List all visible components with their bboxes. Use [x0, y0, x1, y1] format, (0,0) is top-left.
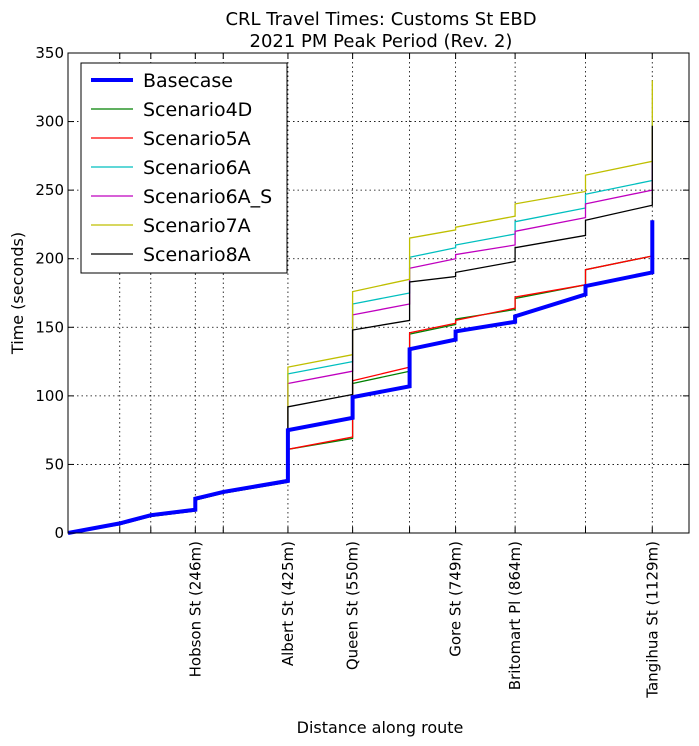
- y-tick-label: 300: [35, 113, 64, 131]
- legend-label: Scenario5A: [143, 128, 251, 150]
- x-tick-label: Albert St (425m): [279, 541, 297, 666]
- x-tick-label: Hobson St (246m): [186, 541, 204, 677]
- chart-title-line-2: 2021 PM Peak Period (Rev. 2): [250, 31, 513, 52]
- y-axis-label: Time (seconds): [8, 232, 27, 355]
- series-line-scenario5a: [67, 238, 653, 534]
- plot-frame: [67, 52, 690, 534]
- legend-label: Scenario7A: [143, 215, 251, 237]
- x-tick-label: Britomart Pl (864m): [506, 541, 524, 690]
- legend-label: Scenario8A: [143, 244, 251, 266]
- legend-box: [80, 62, 288, 274]
- y-tick-label: 250: [35, 181, 64, 199]
- y-tick-label: 200: [35, 250, 64, 268]
- chart-title: CRL Travel Times: Customs St EBD 2021 PM…: [225, 9, 536, 52]
- x-tick-label: Queen St (550m): [344, 541, 362, 670]
- legend-label: Scenario6A: [143, 157, 251, 179]
- y-tick-label: 350: [35, 44, 64, 62]
- series-line-basecase: [67, 220, 655, 535]
- legend-label: Scenario6A_S: [143, 186, 272, 208]
- series-line-scenario4d: [67, 238, 653, 534]
- y-tick-label: 50: [45, 455, 64, 473]
- y-tick-label: 150: [35, 318, 64, 336]
- x-tick-label: Gore St (749m): [447, 541, 465, 657]
- x-axis-label: Distance along route: [297, 718, 464, 737]
- x-tick-label: Tangihua St (1129m): [643, 541, 661, 699]
- series-lines: [67, 80, 655, 535]
- legend-label: Scenario4D: [143, 99, 252, 121]
- y-tick-label: 0: [54, 524, 64, 542]
- legend: Basecase Scenario4D Scenario5A Scenario6A Sc…: [80, 62, 288, 274]
- axis-ticks: 0 50 100 150 200 250 300 350 Hobson St (246m) Alb…: [35, 44, 689, 699]
- legend-label: Basecase: [143, 70, 233, 92]
- chart-title-line-1: CRL Travel Times: Customs St EBD: [225, 9, 536, 30]
- y-tick-label: 100: [35, 387, 64, 405]
